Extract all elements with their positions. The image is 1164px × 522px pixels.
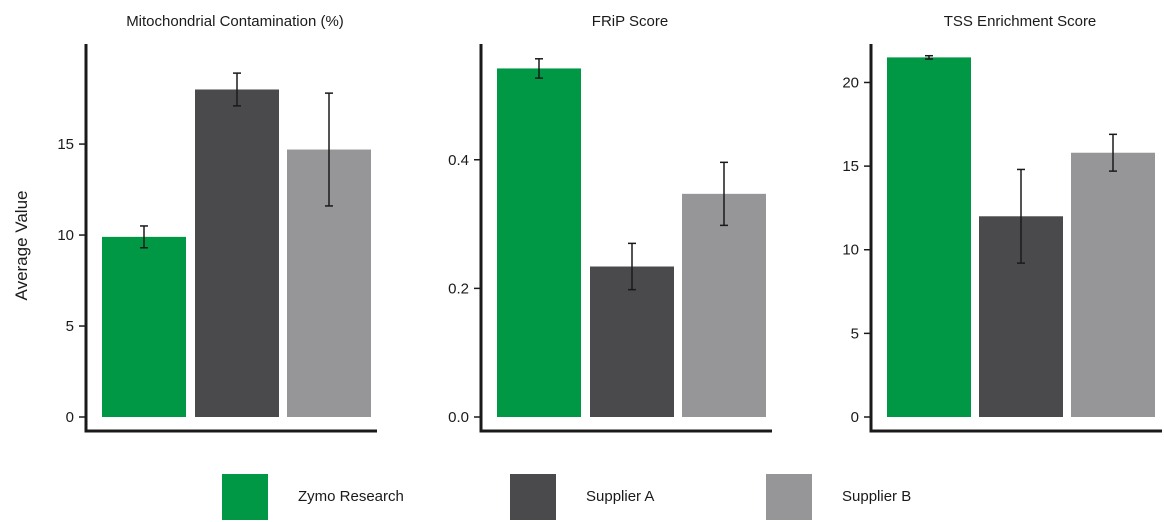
chart-panel-1: Mitochondrial Contamination (%) 0 5 10 15 Ave… xyxy=(12,13,377,433)
legend: Zymo Research Supplier A Supplier B xyxy=(0,474,1164,522)
chart-title: TSS Enrichment Score xyxy=(944,13,1097,30)
y-tick-label: 15 xyxy=(842,158,859,175)
y-tick-label: 0.2 xyxy=(448,280,469,297)
bar-supplier-a xyxy=(590,266,674,417)
bar-zymo-research xyxy=(102,236,186,417)
chart-title: Mitochondrial Contamination (%) xyxy=(126,13,344,30)
y-tick-label: 10 xyxy=(57,227,74,244)
y-tick-label: 0.4 xyxy=(448,152,469,169)
y-tick-label: 0.0 xyxy=(448,409,469,426)
y-tick-label: 15 xyxy=(57,136,74,153)
y-tick-label: 0 xyxy=(66,409,74,426)
bar-supplier-b xyxy=(1071,152,1155,417)
chart-panel-2: FRiP Score 0.0 0.2 0.4 xyxy=(448,13,772,433)
bar-supplier-b xyxy=(682,193,766,417)
legend-swatch-supplier-b xyxy=(766,474,812,520)
legend-swatch-supplier-a xyxy=(510,474,556,520)
bar-zymo-research xyxy=(887,57,971,417)
y-axis-label: Average Value xyxy=(12,191,31,301)
legend-label-supplier-b: Supplier B xyxy=(842,488,912,505)
chart-panel-3: TSS Enrichment Score 0 5 10 15 20 xyxy=(842,13,1162,433)
legend-swatch-zymo-research xyxy=(222,474,268,520)
chart-title: FRiP Score xyxy=(592,13,668,30)
bar-supplier-a xyxy=(195,89,279,418)
y-tick-label: 10 xyxy=(842,242,859,259)
y-tick-label: 0 xyxy=(851,409,859,426)
y-tick-label: 5 xyxy=(851,325,859,342)
legend-label-supplier-a: Supplier A xyxy=(586,488,655,505)
y-tick-label: 5 xyxy=(66,318,74,335)
bar-zymo-research xyxy=(497,68,581,417)
y-tick-label: 20 xyxy=(842,74,859,91)
legend-label-zymo-research: Zymo Research xyxy=(298,488,404,505)
figure: Mitochondrial Contamination (%) 0 5 10 15 Ave… xyxy=(12,13,1162,433)
